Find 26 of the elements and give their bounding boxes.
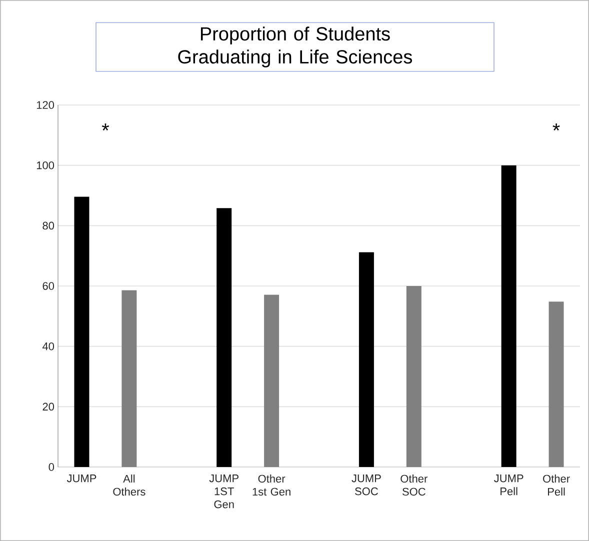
x-tick-label: Other Pell — [543, 474, 570, 496]
y-tick-label: 100 — [36, 161, 54, 170]
x-tick-label: JUMP Pell — [494, 474, 524, 496]
y-tick-label: 0 — [48, 463, 54, 471]
bar — [406, 286, 422, 467]
bar — [216, 208, 232, 467]
bar — [358, 252, 374, 467]
x-tick-label: Other 1st Gen — [252, 474, 290, 496]
y-tick-label: 60 — [42, 282, 54, 290]
bar — [501, 165, 516, 467]
y-tick-label: 120 — [36, 101, 54, 109]
bar — [74, 196, 90, 467]
annotation: * — [102, 123, 110, 130]
bar — [548, 302, 564, 467]
y-tick-label: 40 — [42, 342, 54, 350]
x-tick-label: Other SOC — [400, 474, 428, 496]
x-tick-label: All Others — [113, 474, 146, 496]
annotation: * — [552, 123, 560, 130]
x-tick-label: JUMP SOC — [352, 474, 381, 496]
bar — [264, 294, 280, 467]
x-tick-label: JUMP 1ST Gen — [209, 474, 238, 508]
bar — [122, 290, 137, 467]
chart-title: Proportion of Students Graduating in Life Sciences — [178, 26, 412, 68]
y-tick-label: 20 — [42, 402, 54, 411]
x-tick-label: JUMP — [66, 474, 96, 482]
y-tick-label: 80 — [42, 222, 54, 230]
